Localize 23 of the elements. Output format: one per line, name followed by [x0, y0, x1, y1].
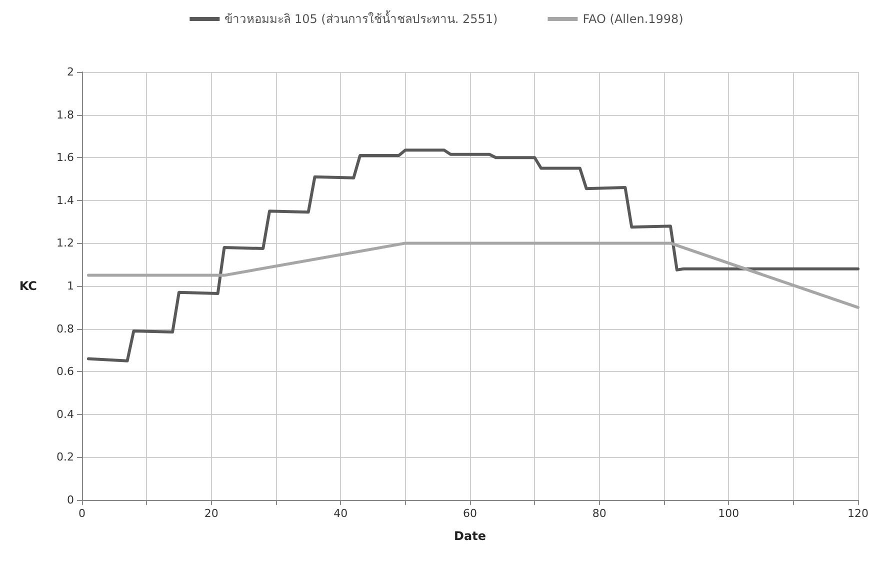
- y-tick-label: 0.8: [56, 322, 74, 336]
- x-tick-label: 40: [334, 507, 348, 520]
- x-tick-label: 80: [592, 507, 606, 520]
- y-tick-label: 1.2: [56, 236, 74, 250]
- y-axis-title: KC: [19, 279, 38, 293]
- y-tick-label: 2: [67, 66, 74, 78]
- y-tick-label: 1.4: [56, 194, 74, 207]
- y-tick-label: 1: [67, 280, 74, 292]
- y-tick-label: 1.8: [56, 108, 74, 122]
- y-tick-label: 0.4: [56, 408, 74, 421]
- legend-label: ข้าวหอมมะลิ 105 (ส่วนการใช้น้ำชลประทาน. 2551): [224, 10, 498, 26]
- x-axis-title: Date: [454, 529, 486, 543]
- x-tick-label: 20: [204, 507, 218, 520]
- x-tick-label: 60: [463, 507, 477, 520]
- y-tick-label: 0: [67, 494, 74, 506]
- legend-label: FAO (Allen.1998): [582, 12, 684, 26]
- line-series: [86, 148, 860, 362]
- y-tick-label: 0.2: [56, 450, 74, 464]
- x-tick-label: 120: [848, 507, 868, 520]
- y-tick-label: 1.6: [56, 151, 74, 164]
- x-tick-label: 100: [718, 507, 740, 520]
- x-tick-label: 0: [78, 507, 86, 520]
- y-tick-label: 0.6: [56, 365, 74, 378]
